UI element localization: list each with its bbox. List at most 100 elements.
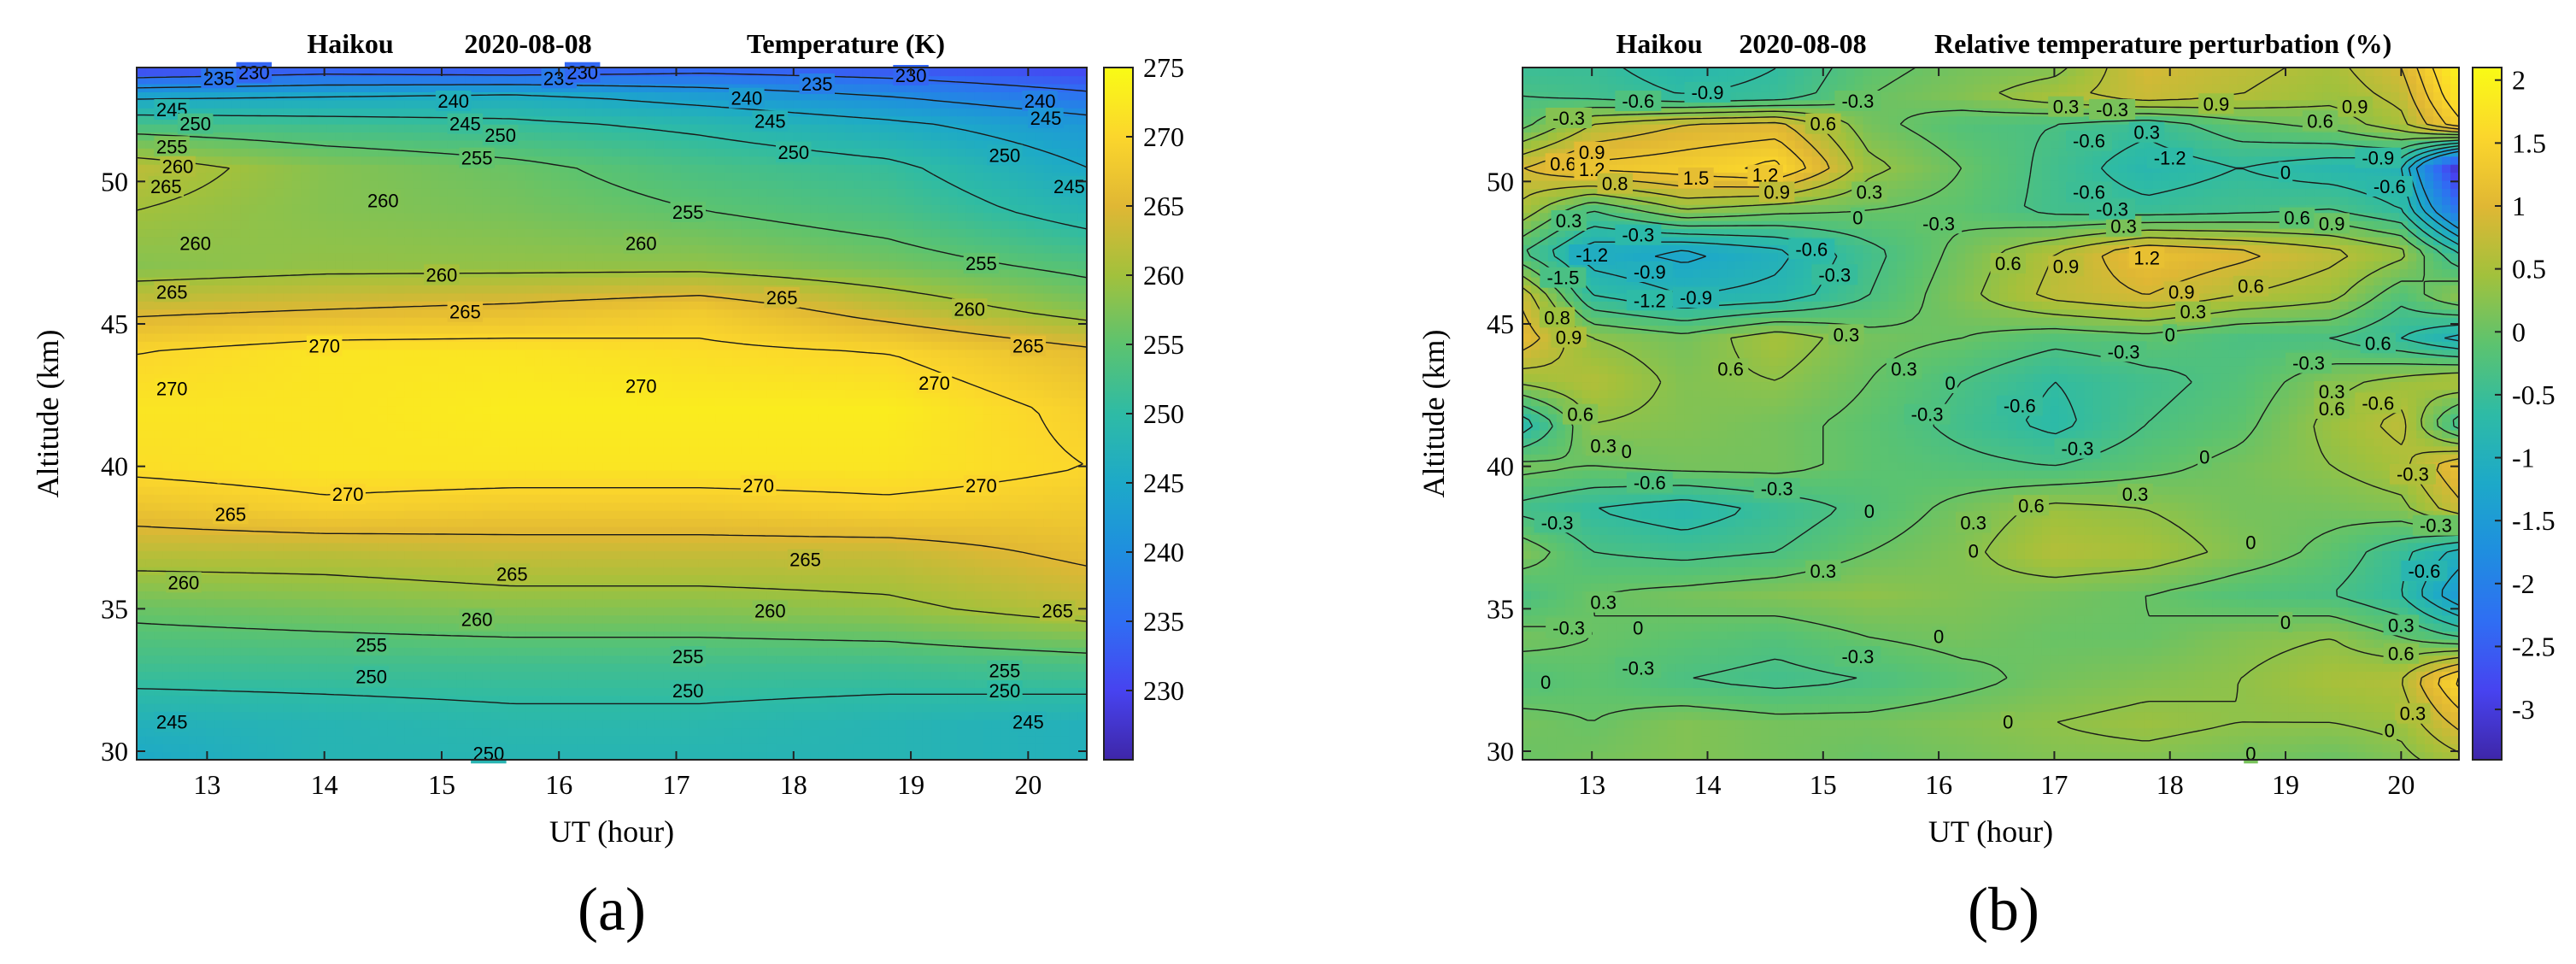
heatmap-cell bbox=[844, 614, 854, 624]
heatmap-cell bbox=[637, 469, 648, 479]
heatmap-cell bbox=[1035, 591, 1045, 600]
title-variable-a: Temperature (K) bbox=[747, 28, 945, 59]
heatmap-cell bbox=[594, 429, 604, 438]
heatmap-cell bbox=[447, 518, 457, 527]
heatmap-cell bbox=[421, 510, 431, 520]
heatmap-cell bbox=[326, 703, 337, 713]
heatmap-cell bbox=[654, 647, 665, 656]
heatmap-cell bbox=[749, 502, 760, 511]
heatmap-cell bbox=[585, 622, 596, 632]
heatmap-cell bbox=[663, 397, 673, 407]
heatmap-cell bbox=[516, 461, 526, 471]
heatmap-cell bbox=[369, 622, 379, 632]
heatmap-cell bbox=[871, 566, 881, 576]
heatmap-cell bbox=[309, 397, 319, 407]
heatmap-cell bbox=[724, 622, 734, 632]
heatmap-cell bbox=[378, 485, 388, 495]
heatmap-cell bbox=[707, 719, 717, 729]
heatmap-cell bbox=[352, 461, 362, 471]
heatmap-cell bbox=[456, 574, 466, 584]
heatmap-cell bbox=[352, 582, 362, 591]
heatmap-cell bbox=[456, 582, 466, 591]
heatmap-cell bbox=[957, 478, 967, 487]
heatmap-cell bbox=[205, 591, 215, 600]
heatmap-cell bbox=[516, 727, 526, 737]
heatmap-cell bbox=[827, 703, 837, 713]
heatmap-cell bbox=[438, 478, 449, 487]
heatmap-cell bbox=[369, 574, 379, 584]
heatmap-cell bbox=[784, 542, 794, 551]
heatmap-cell bbox=[274, 614, 285, 624]
heatmap-cell bbox=[543, 485, 552, 495]
heatmap-cell bbox=[948, 429, 959, 438]
heatmap-cell bbox=[758, 414, 768, 423]
heatmap-cell bbox=[318, 502, 328, 511]
heatmap-cell bbox=[534, 469, 543, 479]
heatmap-cell bbox=[913, 671, 924, 680]
heatmap-cell bbox=[974, 744, 984, 753]
heatmap-cell bbox=[499, 598, 509, 608]
heatmap-cell bbox=[732, 744, 742, 753]
heatmap-cell bbox=[922, 478, 932, 487]
heatmap-cell bbox=[413, 510, 423, 520]
heatmap-cell bbox=[232, 582, 242, 591]
heatmap-cell bbox=[940, 469, 949, 479]
heatmap-cell bbox=[741, 695, 751, 704]
heatmap-cell bbox=[689, 744, 699, 753]
heatmap-cell bbox=[749, 566, 760, 576]
heatmap-cell bbox=[482, 438, 492, 447]
heatmap-cell bbox=[404, 421, 414, 431]
heatmap-cell bbox=[456, 647, 466, 656]
heatmap-cell bbox=[543, 397, 552, 407]
heatmap-cell bbox=[896, 566, 907, 576]
heatmap-cell bbox=[387, 591, 396, 600]
heatmap-cell bbox=[620, 703, 630, 713]
heatmap-cell bbox=[490, 614, 501, 624]
heatmap-cell bbox=[732, 662, 742, 673]
heatmap-cell bbox=[352, 687, 362, 697]
heatmap-cell bbox=[784, 502, 794, 511]
heatmap-cell bbox=[862, 727, 871, 737]
heatmap-cell bbox=[940, 582, 949, 591]
heatmap-cell bbox=[490, 711, 501, 720]
heatmap-cell bbox=[749, 438, 760, 447]
heatmap-cell bbox=[905, 607, 915, 616]
heatmap-cell bbox=[602, 566, 613, 576]
heatmap-cell bbox=[612, 405, 621, 414]
heatmap-cell bbox=[171, 494, 181, 503]
heatmap-cell bbox=[896, 445, 907, 455]
heatmap-cell bbox=[801, 494, 812, 503]
heatmap-cell bbox=[741, 574, 751, 584]
heatmap-cell bbox=[352, 510, 362, 520]
heatmap-cell bbox=[179, 429, 190, 438]
heatmap-cell bbox=[836, 622, 846, 632]
heatmap-cell bbox=[1035, 469, 1045, 479]
heatmap-cell bbox=[1069, 695, 1079, 704]
heatmap-cell bbox=[749, 469, 760, 479]
heatmap-cell bbox=[1000, 711, 1010, 720]
heatmap-cell bbox=[948, 671, 959, 680]
heatmap-cell bbox=[707, 622, 717, 632]
heatmap-cell bbox=[948, 638, 959, 648]
heatmap-cell bbox=[905, 478, 915, 487]
heatmap-cell bbox=[171, 421, 181, 431]
heatmap-cell bbox=[602, 518, 613, 527]
heatmap-cell bbox=[629, 687, 639, 697]
heatmap-cell bbox=[257, 591, 267, 600]
heatmap-cell bbox=[396, 414, 406, 423]
heatmap-cell bbox=[1069, 591, 1079, 600]
heatmap-cell bbox=[905, 397, 915, 407]
heatmap-cell bbox=[301, 478, 310, 487]
heatmap-cell bbox=[413, 429, 423, 438]
heatmap-cell bbox=[810, 478, 820, 487]
heatmap-cell bbox=[663, 703, 673, 713]
heatmap-cell bbox=[438, 461, 449, 471]
heatmap-cell bbox=[534, 502, 543, 511]
heatmap-cell bbox=[137, 494, 146, 503]
heatmap-cell bbox=[612, 598, 621, 608]
heatmap-cell bbox=[680, 550, 690, 560]
heatmap-cell bbox=[663, 558, 673, 567]
heatmap-cell bbox=[465, 429, 474, 438]
heatmap-cell bbox=[732, 622, 742, 632]
heatmap-cell bbox=[819, 622, 829, 632]
